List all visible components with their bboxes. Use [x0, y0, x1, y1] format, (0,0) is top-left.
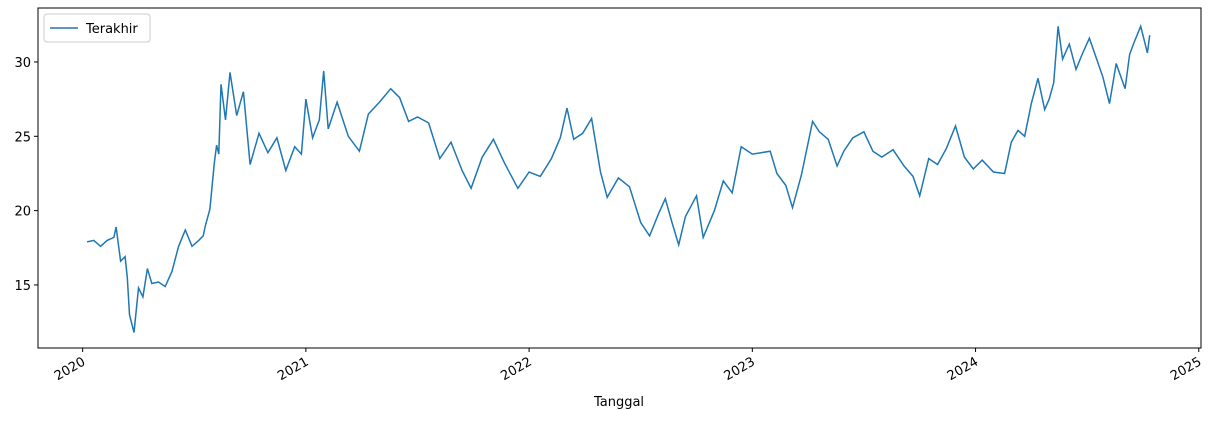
legend-label: Terakhir	[85, 22, 138, 37]
x-tick-label: 2023	[722, 355, 758, 385]
x-tick-label: 2021	[275, 355, 311, 385]
x-tick-label: 2020	[52, 355, 88, 385]
y-tick-label: 25	[14, 130, 31, 145]
x-axis-label: Tanggal	[593, 395, 644, 410]
line-series	[86, 23, 1151, 333]
y-tick-label: 15	[14, 279, 31, 294]
y-tick-label: 20	[14, 205, 31, 220]
legend-box	[43, 13, 151, 43]
x-tick-label: 2025	[1168, 355, 1204, 385]
plot-frame	[37, 7, 1202, 349]
x-tick-label: 2022	[498, 355, 534, 385]
x-tick-label: 2024	[945, 355, 981, 385]
y-tick-label: 30	[14, 56, 31, 71]
